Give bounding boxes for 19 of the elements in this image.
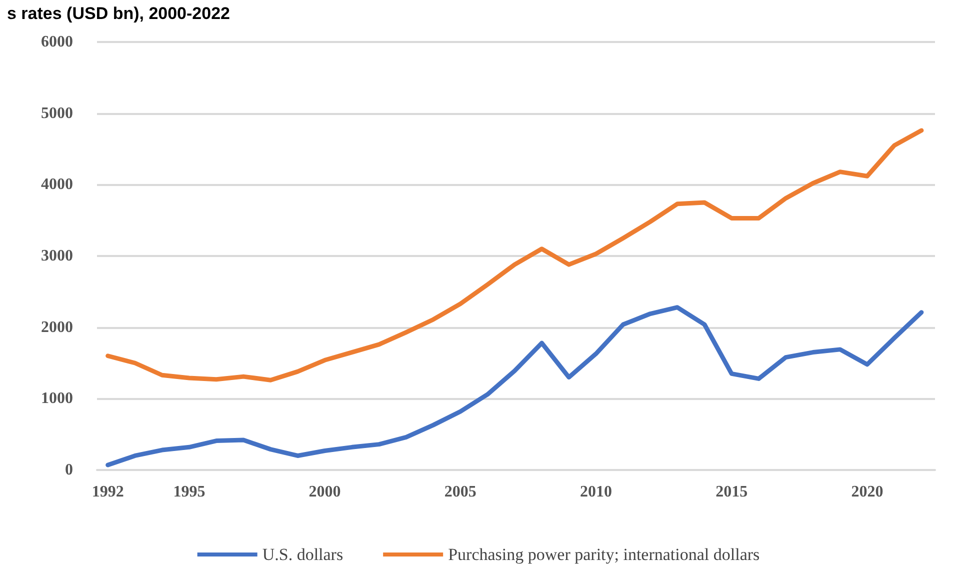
chart-title: s rates (USD bn), 2000-2022: [7, 4, 230, 23]
line-series: [106, 128, 924, 382]
x-tick-label: 2005: [444, 484, 476, 500]
x-tick-label: 2000: [308, 484, 341, 500]
y-tick-label: 0: [65, 462, 73, 478]
y-tick-label: 4000: [41, 176, 73, 194]
y-tick-label: 3000: [41, 248, 73, 264]
x-tick-label: 1995: [173, 484, 206, 500]
y-tick-label: 1000: [41, 390, 73, 408]
y-tick-label: 6000: [41, 34, 73, 50]
x-tick-label: 2015: [716, 484, 748, 500]
x-tick-label: 2010: [580, 484, 612, 500]
y-tick-label: 5000: [41, 104, 73, 122]
line-series: [106, 305, 924, 468]
y-tick-label: 2000: [41, 318, 73, 336]
x-tick-label: 1992: [92, 484, 124, 500]
legend-label: Purchasing power parity; international dollars: [448, 545, 760, 564]
x-tick-label: 2020: [851, 484, 884, 500]
legend-label: U.S. dollars: [262, 545, 344, 564]
